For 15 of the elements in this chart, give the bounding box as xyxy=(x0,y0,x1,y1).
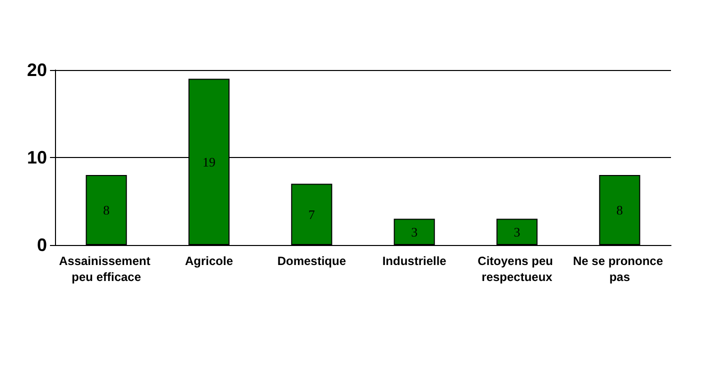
data-label: 8 xyxy=(103,202,110,218)
data-label: 19 xyxy=(202,154,216,170)
data-label: 8 xyxy=(616,202,623,218)
y-tick-label: 10 xyxy=(26,148,47,168)
y-tick-label: 20 xyxy=(26,60,47,80)
data-label: 3 xyxy=(411,224,418,240)
data-label: 7 xyxy=(308,206,316,222)
x-tick-label: Citoyens peu respectueux xyxy=(478,254,556,284)
x-tick-label: Agricole xyxy=(184,254,234,268)
x-tick-label: Assainissement peu efficace xyxy=(58,254,154,284)
x-tick-label: Ne se prononce pas xyxy=(572,254,666,284)
x-tick-label: Domestique xyxy=(277,254,346,268)
data-label: 3 xyxy=(514,224,520,240)
x-tick-label: Industrielle xyxy=(382,254,447,268)
y-tick-label: 0 xyxy=(36,235,47,255)
